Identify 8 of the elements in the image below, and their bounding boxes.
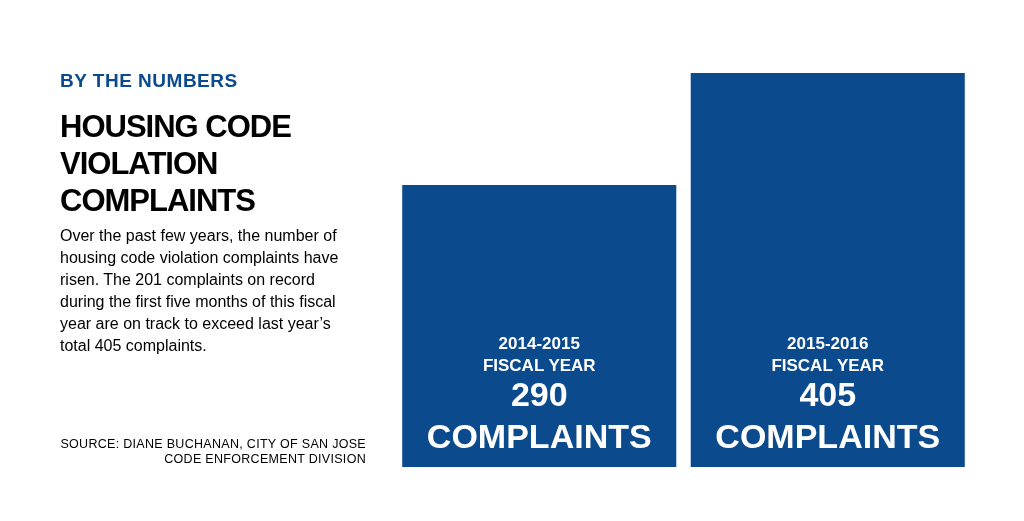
data-label: 290 COMPLAINTS — [426, 375, 652, 455]
x-tick-label: 2014-2015 FISCAL YEAR — [482, 333, 596, 375]
text: Over the past few years, the number of housing code violation complaints have risen. The 201 complaints on record during the first five months of this fiscal year are on track to exceed last year’s total 405 complaints. — [60, 226, 340, 356]
data-label: 405 COMPLAINTS — [715, 375, 941, 455]
source-note: SOURCE: DIANE BUCHANAN, CITY OF SAN JOSE CODE ENFORCEMENT DIVISION — [60, 437, 366, 467]
text: HOUSING CODE VIOLATION COMPLAINTS — [60, 108, 292, 219]
text: BY THE NUMBERS — [60, 70, 239, 92]
x-tick-label: 2015-2016 FISCAL YEAR — [771, 333, 885, 375]
